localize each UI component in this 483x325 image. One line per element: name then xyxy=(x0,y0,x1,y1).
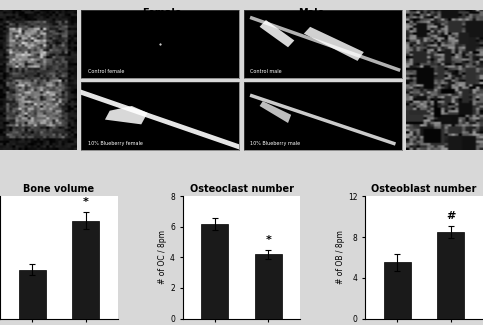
Bar xyxy=(384,263,411,318)
Bar xyxy=(19,270,45,318)
Polygon shape xyxy=(105,106,148,124)
Text: *: * xyxy=(83,197,88,207)
Text: #: # xyxy=(446,211,455,221)
Bar xyxy=(438,232,464,318)
Text: Female: Female xyxy=(142,8,182,18)
Text: *: * xyxy=(265,235,271,245)
Title: Bone volume: Bone volume xyxy=(23,184,95,194)
Bar xyxy=(255,254,282,318)
Text: Control male: Control male xyxy=(250,69,282,74)
Bar xyxy=(72,221,99,318)
Text: Control female: Control female xyxy=(87,69,124,74)
Text: 10% Blueberry male: 10% Blueberry male xyxy=(250,141,300,146)
Title: Osteoclast number: Osteoclast number xyxy=(189,184,294,194)
Title: Osteoblast number: Osteoblast number xyxy=(371,184,477,194)
Text: 10% Blueberry female: 10% Blueberry female xyxy=(87,141,142,146)
Bar xyxy=(201,224,228,318)
Y-axis label: # of OC / 8pm: # of OC / 8pm xyxy=(158,230,167,284)
Text: Male: Male xyxy=(298,8,325,18)
Polygon shape xyxy=(259,20,294,47)
Polygon shape xyxy=(304,27,364,61)
Polygon shape xyxy=(259,101,291,123)
Y-axis label: # of OB / 8pm: # of OB / 8pm xyxy=(336,230,345,284)
